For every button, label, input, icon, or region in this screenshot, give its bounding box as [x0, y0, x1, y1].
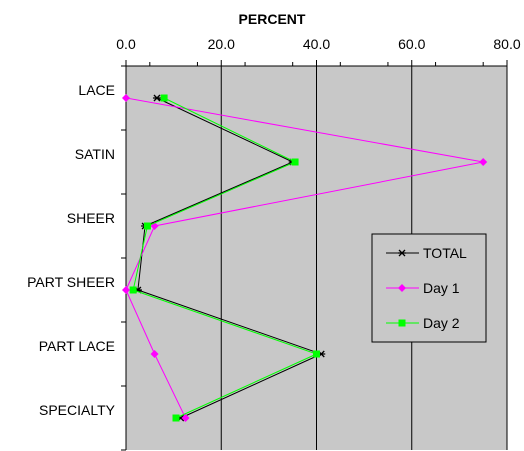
- data-point: [181, 414, 190, 422]
- y-tick-label: SPECIALTY: [39, 402, 116, 418]
- data-point: [122, 286, 130, 294]
- x-tick-label: 40.0: [303, 36, 330, 52]
- data-point: [479, 158, 488, 166]
- y-tick-label: SHEER: [67, 210, 115, 226]
- y-tick-label: PART LACE: [39, 338, 115, 354]
- chart-title: PERCENT: [239, 11, 306, 27]
- legend-item: Day 1: [386, 280, 460, 296]
- series-line: [132, 97, 318, 419]
- y-tick-label: SATIN: [75, 146, 115, 162]
- legend-label: TOTAL: [423, 245, 467, 261]
- data-point: [291, 158, 299, 166]
- x-tick-label: 60.0: [398, 36, 425, 52]
- data-point: [143, 222, 151, 230]
- legend: TOTAL Day 1 Day 2: [371, 233, 487, 343]
- data-point: [122, 94, 130, 102]
- data-point: [150, 350, 159, 358]
- data-point: [313, 350, 320, 358]
- x-tick-label: 20.0: [208, 36, 235, 52]
- y-tick-label: PART SHEER: [27, 274, 115, 290]
- data-point: [152, 94, 161, 102]
- series-day-2: [129, 94, 320, 422]
- data-point: [172, 414, 180, 422]
- legend-item: Day 2: [386, 315, 460, 331]
- series-layer: [122, 94, 488, 422]
- series-line: [137, 97, 323, 419]
- legend-item: TOTAL: [386, 245, 467, 261]
- data-point: [160, 94, 168, 102]
- axis-ticks: 0.0 20.0 40.0 60.0 80.0 LACE SATIN SHEER PART SH…: [27, 36, 521, 451]
- x-tick-label: 0.0: [116, 36, 136, 52]
- legend-marker: [398, 319, 406, 327]
- data-point: [129, 286, 137, 294]
- legend-label: Day 1: [423, 280, 460, 296]
- legend-marker: [398, 249, 406, 257]
- legend-marker: [398, 284, 406, 292]
- y-tick-label: LACE: [78, 82, 115, 98]
- legend-label: Day 2: [423, 315, 460, 331]
- x-tick-label: 80.0: [493, 36, 520, 52]
